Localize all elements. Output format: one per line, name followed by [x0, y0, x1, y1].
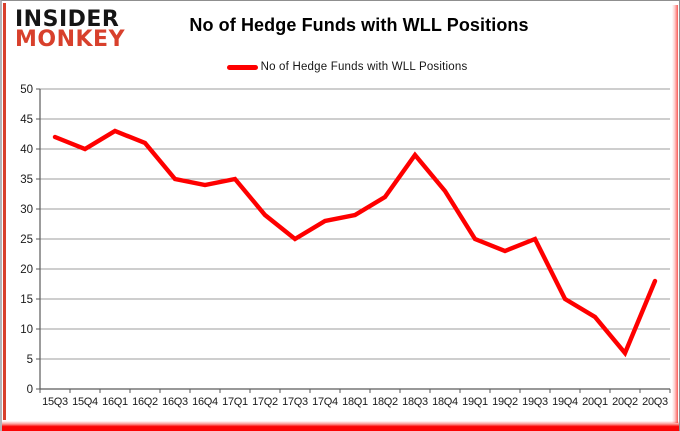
- svg-text:15: 15: [20, 294, 33, 306]
- logo-word-monkey: MONKEY: [15, 27, 126, 53]
- svg-text:20Q2: 20Q2: [612, 396, 638, 408]
- svg-text:16Q4: 16Q4: [192, 396, 218, 408]
- svg-text:15Q4: 15Q4: [72, 396, 98, 408]
- svg-text:35: 35: [20, 174, 33, 186]
- svg-text:19Q4: 19Q4: [552, 396, 578, 408]
- svg-text:18Q2: 18Q2: [372, 396, 398, 408]
- legend-line-swatch: [226, 64, 258, 70]
- chart-title: No of Hedge Funds with WLL Positions: [189, 15, 529, 35]
- svg-text:5: 5: [27, 354, 33, 366]
- svg-text:20Q1: 20Q1: [582, 396, 608, 408]
- svg-text:40: 40: [20, 144, 33, 156]
- svg-text:16Q2: 16Q2: [132, 396, 158, 408]
- legend-label: No of Hedge Funds with WLL Positions: [260, 61, 468, 73]
- svg-text:20: 20: [20, 264, 33, 276]
- svg-text:30: 30: [20, 204, 33, 216]
- svg-text:17Q4: 17Q4: [312, 396, 338, 408]
- svg-text:20Q3: 20Q3: [642, 396, 668, 408]
- svg-text:17Q1: 17Q1: [222, 396, 248, 408]
- svg-text:19Q2: 19Q2: [492, 396, 518, 408]
- svg-text:15Q3: 15Q3: [42, 396, 68, 408]
- svg-text:16Q3: 16Q3: [162, 396, 188, 408]
- logo-word-insider: INSIDER: [15, 7, 120, 32]
- svg-text:18Q3: 18Q3: [402, 396, 428, 408]
- svg-text:16Q1: 16Q1: [102, 396, 128, 408]
- svg-text:50: 50: [20, 84, 33, 96]
- svg-text:19Q3: 19Q3: [522, 396, 548, 408]
- svg-text:10: 10: [20, 324, 33, 336]
- svg-text:19Q1: 19Q1: [462, 396, 488, 408]
- title-area: No of Hedge Funds with WLL Positions: [36, 15, 679, 36]
- chart-legend: No of Hedge Funds with WLL Positions: [12, 61, 679, 73]
- svg-text:0: 0: [27, 384, 33, 396]
- svg-text:45: 45: [20, 114, 33, 126]
- insider-monkey-logo: INSIDER MONKEY: [15, 7, 126, 53]
- svg-text:17Q3: 17Q3: [282, 396, 308, 408]
- svg-text:25: 25: [20, 234, 33, 246]
- svg-text:18Q4: 18Q4: [432, 396, 458, 408]
- svg-text:18Q1: 18Q1: [342, 396, 368, 408]
- svg-text:17Q2: 17Q2: [252, 396, 278, 408]
